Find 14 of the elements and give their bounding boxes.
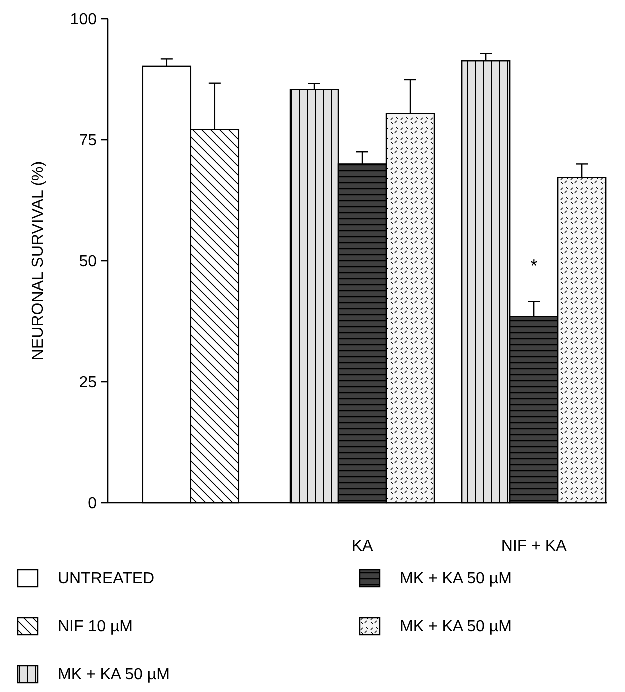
legend-label: MK + KA 50 µM [400, 570, 512, 588]
y-tick-label: 100 [70, 12, 98, 29]
legend-label: MK + KA 50 µM [400, 618, 512, 636]
x-tick-label: NIF + KA [501, 538, 568, 555]
y-tick-label: 25 [79, 374, 98, 392]
legend-label: UNTREATED [58, 570, 155, 588]
y-axis-title: NEURONAL SURVIVAL (%) [30, 161, 47, 361]
y-tick-label: 75 [79, 132, 98, 150]
y-tick-label: 50 [79, 254, 98, 271]
y-tick-label: 0 [88, 496, 98, 513]
legend-label: NIF 10 µM [58, 618, 134, 636]
annotation: * [530, 256, 538, 276]
legend-label: MK + KA 50 µM [58, 666, 170, 684]
x-tick-label: KA [352, 538, 374, 555]
